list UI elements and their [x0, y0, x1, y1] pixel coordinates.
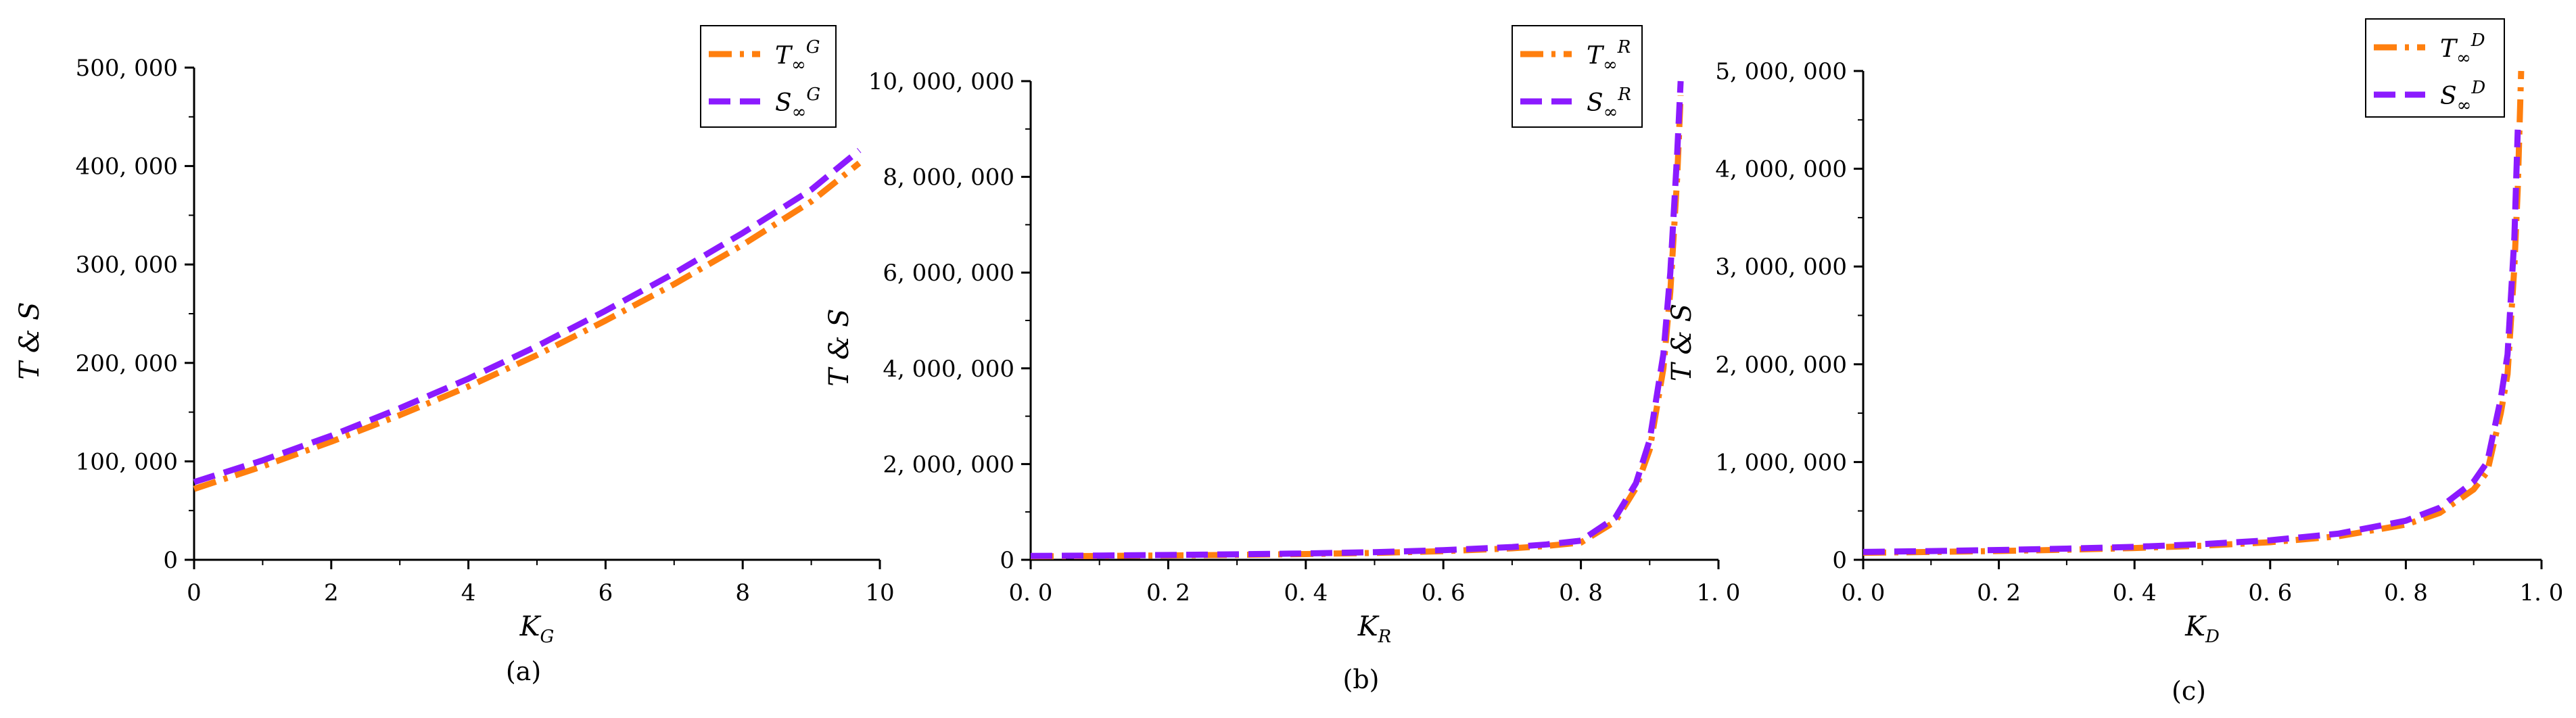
legend-box — [2365, 18, 2505, 118]
x-axis-label: KD — [2184, 611, 2220, 647]
legend: T∞D S∞D — [2365, 18, 2505, 118]
series-line-T — [1863, 70, 2525, 556]
panel-caption: (a) — [506, 656, 541, 686]
x-tick-label: 6 — [599, 579, 613, 606]
series-line-S — [1030, 80, 1684, 559]
chart-panel-a: 0 2 4 6 8 10 0 100, 000 200, 000 300, 000 400, 000… — [14, 25, 895, 686]
x-tick-label: 0 — [187, 579, 202, 606]
legend-box — [700, 25, 837, 128]
x-tick-label: 0. 4 — [2113, 579, 2157, 606]
legend-entry-T: T∞D — [2440, 30, 2485, 68]
x-tick-label: 0. 4 — [1284, 579, 1328, 606]
x-tick-label: 0. 8 — [1559, 579, 1603, 606]
legend: T∞R S∞R — [1512, 25, 1643, 128]
x-tick-label: 0. 6 — [1422, 579, 1466, 606]
legend: T∞G S∞G — [700, 25, 837, 128]
y-axis-label: T & S — [824, 308, 855, 386]
series-line-S — [1863, 129, 2521, 555]
y-tick-label: 2, 000, 000 — [1715, 352, 1847, 379]
y-axis-label: T & S — [1666, 304, 1697, 381]
x-tick-label: 0. 0 — [1009, 579, 1053, 606]
x-tick-label: 0. 8 — [2384, 579, 2428, 606]
y-tick-label: 100, 000 — [76, 448, 178, 475]
y-tick-label: 0 — [163, 547, 178, 574]
series-line-T — [193, 160, 862, 492]
y-tick-label: 200, 000 — [76, 350, 178, 377]
legend-entry-S: S∞R — [1587, 85, 1631, 122]
x-tick-label: 8 — [735, 579, 750, 606]
y-tick-label: 10, 000, 000 — [868, 68, 1014, 95]
legend-entry-S: S∞D — [2440, 78, 2485, 116]
legend-box — [1512, 25, 1643, 128]
x-axis-label: KR — [1357, 611, 1391, 647]
y-tick-label: 3, 000, 000 — [1715, 254, 1847, 281]
chart-panel-b: 0. 0 0. 2 0. 4 0. 6 0. 8 1. 0 0 2, 000, 000 4, 0… — [824, 25, 1741, 694]
chart-panel-c: 0. 0 0. 2 0. 4 0. 6 0. 8 1. 0 0 1, 000, 000 2, 0… — [1666, 18, 2564, 706]
x-axis-label: KG — [519, 611, 555, 647]
x-tick-label: 2 — [324, 579, 339, 606]
y-tick-label: 5, 000, 000 — [1715, 58, 1847, 85]
x-tick-label: 1. 0 — [1697, 579, 1741, 606]
x-tick-label: 4 — [461, 579, 476, 606]
x-tick-label: 0. 0 — [1842, 579, 1886, 606]
x-tick-label: 0. 2 — [1146, 579, 1190, 606]
x-tick-label: 1. 0 — [2520, 579, 2564, 606]
legend-entry-T: T∞G — [775, 37, 820, 75]
x-tick-label: 10 — [865, 579, 894, 606]
x-tick-label: 0. 2 — [1977, 579, 2021, 606]
legend-entry-S: S∞G — [775, 85, 820, 122]
y-axis-label: T & S — [14, 302, 45, 379]
panel-caption: (b) — [1343, 665, 1380, 694]
x-tick-label: 0. 6 — [2248, 579, 2292, 606]
y-tick-label: 300, 000 — [76, 252, 178, 279]
legend-entry-T: T∞R — [1587, 37, 1631, 75]
y-tick-label: 4, 000, 000 — [883, 356, 1014, 383]
y-tick-label: 6, 000, 000 — [883, 260, 1014, 287]
y-tick-label: 4, 000, 000 — [1715, 156, 1847, 183]
y-tick-label: 0 — [1832, 547, 1847, 574]
y-tick-label: 8, 000, 000 — [883, 164, 1014, 191]
y-tick-label: 500, 000 — [76, 55, 178, 82]
y-tick-label: 400, 000 — [76, 153, 178, 181]
series-line-S — [193, 147, 862, 485]
y-tick-label: 0 — [1000, 547, 1014, 574]
y-tick-label: 1, 000, 000 — [1715, 449, 1847, 476]
y-tick-label: 2, 000, 000 — [883, 451, 1014, 478]
series-line-T — [1030, 95, 1684, 560]
panel-caption: (c) — [2172, 676, 2206, 706]
